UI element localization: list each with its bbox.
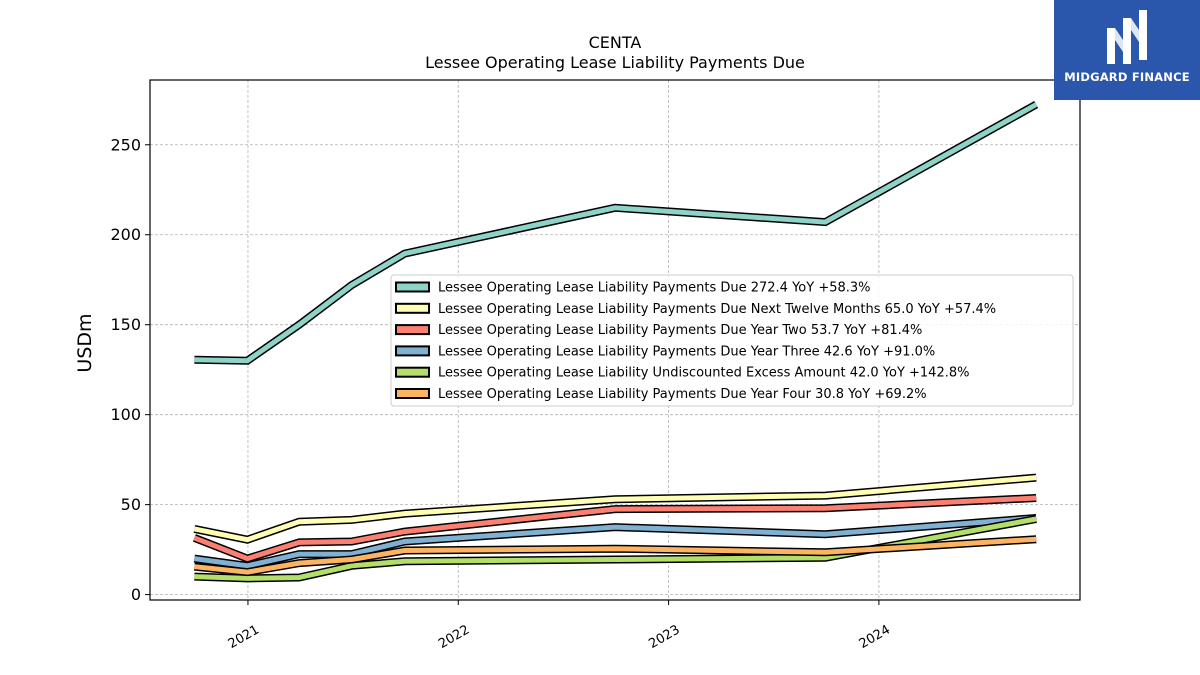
x-tick-label: 2021	[226, 622, 262, 652]
series-line-fill	[194, 516, 1037, 581]
legend-swatch	[395, 366, 430, 378]
legend-item: Lessee Operating Lease Liability Payment…	[395, 302, 996, 317]
chart-subtitle: Lessee Operating Lease Liability Payment…	[425, 53, 805, 72]
series-line-fill	[193, 475, 1037, 543]
series-line-4	[193, 514, 1037, 570]
series-line-1	[194, 101, 1039, 365]
logo-text: MIDGARD FINANCE	[1064, 70, 1190, 84]
plot-frame	[149, 79, 1081, 601]
legend-label: Lessee Operating Lease Liability Payment…	[438, 344, 935, 359]
series-line-fill	[194, 515, 1037, 569]
y-tick-label: 200	[110, 225, 141, 244]
legend: Lessee Operating Lease Liability Payment…	[390, 274, 1074, 407]
series-line-fill	[193, 495, 1037, 562]
legend-item: Lessee Operating Lease Liability Payment…	[395, 387, 927, 402]
x-tick-label: 2024	[857, 622, 893, 652]
y-axis-label: USDm	[74, 313, 96, 372]
series-line-2	[193, 473, 1037, 544]
series-lines	[192, 101, 1039, 583]
legend-swatch	[395, 281, 430, 293]
series-line-fill	[194, 536, 1037, 575]
chart-title: CENTA	[589, 33, 642, 52]
legend-swatch	[395, 302, 430, 314]
legend-label: Lessee Operating Lease Liability Undisco…	[438, 366, 969, 381]
legend-item: Lessee Operating Lease Liability Undisco…	[395, 366, 969, 381]
y-tick-label: 150	[110, 315, 141, 334]
legend-swatch	[395, 324, 430, 336]
legend-label: Lessee Operating Lease Liability Payment…	[438, 323, 922, 338]
legend-item: Lessee Operating Lease Liability Payment…	[395, 344, 935, 359]
series-line-fill	[194, 102, 1038, 364]
series-line-6	[193, 535, 1037, 577]
y-tick-label: 50	[121, 495, 141, 514]
y-tick-label: 0	[131, 585, 141, 604]
x-tick-label: 2023	[646, 622, 682, 652]
legend-label: Lessee Operating Lease Liability Payment…	[438, 281, 871, 296]
legend-label: Lessee Operating Lease Liability Payment…	[438, 302, 996, 317]
legend-swatch	[395, 388, 430, 399]
series-line-3	[192, 494, 1037, 563]
legend-box	[390, 274, 1074, 407]
y-tick-label: 250	[110, 135, 141, 154]
logo-badge: MIDGARD FINANCE	[1054, 0, 1200, 100]
legend-item: Lessee Operating Lease Liability Payment…	[395, 281, 871, 296]
legend-item: Lessee Operating Lease Liability Payment…	[395, 323, 922, 338]
series-line-5	[194, 515, 1037, 583]
x-tick-label: 2022	[436, 622, 472, 652]
legend-label: Lessee Operating Lease Liability Payment…	[438, 387, 927, 402]
legend-swatch	[395, 345, 430, 357]
midgard-logo-icon	[1107, 10, 1147, 64]
y-tick-label: 100	[110, 405, 141, 424]
